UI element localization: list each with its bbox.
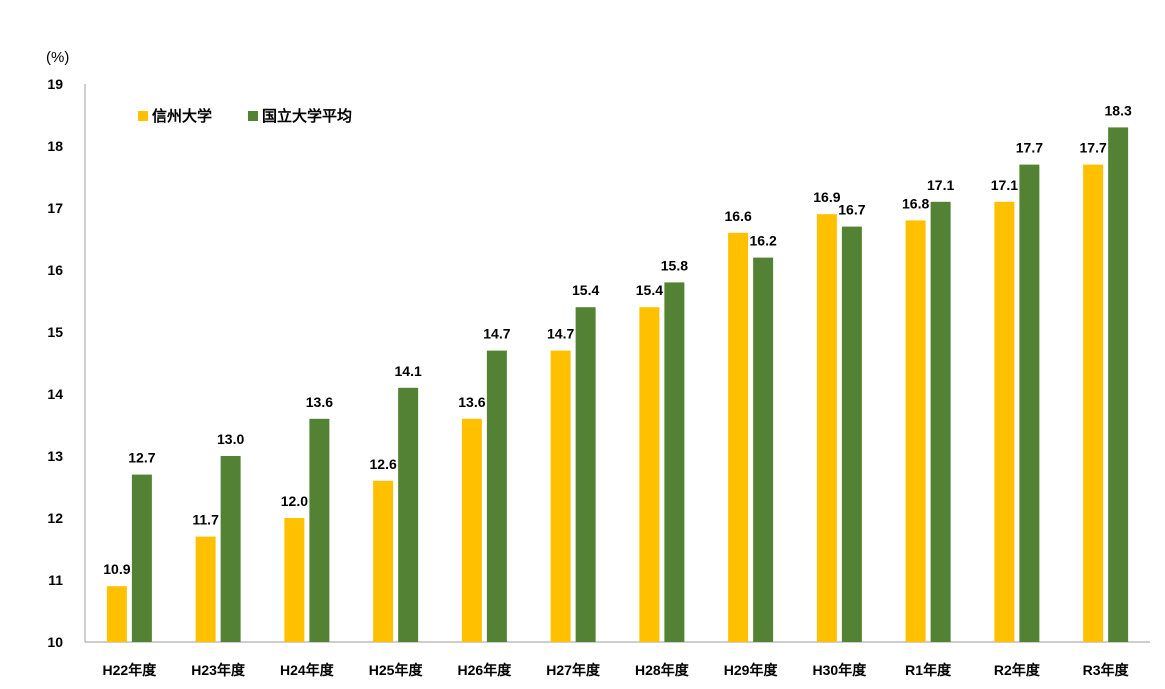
bar-shinshu: [373, 480, 394, 642]
bar-shinshu: [816, 214, 837, 642]
data-label: 14.7: [483, 326, 510, 342]
data-label: 10.9: [103, 561, 130, 577]
bar-national-average: [664, 282, 685, 642]
x-tick-label: H24年度: [280, 662, 335, 678]
x-tick-label: H26年度: [458, 662, 513, 678]
y-tick-label: 13: [47, 448, 63, 464]
x-tick-label: H27年度: [546, 662, 601, 678]
bar-shinshu: [728, 232, 749, 643]
bar-national-average: [1108, 127, 1129, 642]
legend-swatch: [138, 111, 148, 121]
y-axis-unit-label: (%): [46, 49, 69, 66]
bar-shinshu: [284, 518, 305, 642]
data-label: 13.6: [306, 394, 333, 410]
bar-national-average: [131, 474, 152, 642]
bar-national-average: [220, 456, 241, 642]
data-label: 17.7: [1016, 140, 1043, 156]
y-tick-label: 15: [47, 324, 63, 340]
bar-national-average: [930, 201, 951, 643]
data-label: 16.9: [813, 189, 840, 205]
x-tick-label: R2年度: [994, 662, 1041, 678]
x-tick-label: H22年度: [103, 662, 158, 678]
bar-shinshu: [106, 586, 127, 642]
data-label: 17.1: [927, 177, 954, 193]
x-tick-label: R3年度: [1083, 662, 1130, 678]
bar-shinshu: [1083, 164, 1104, 642]
x-tick-label: R1年度: [905, 662, 952, 678]
legend: 信州大学 国立大学平均: [138, 107, 352, 125]
y-tick-label: 17: [47, 200, 63, 216]
x-tick-label: H28年度: [635, 662, 690, 678]
bar-shinshu: [994, 201, 1015, 643]
data-label: 12.6: [370, 456, 397, 472]
y-tick-label: 14: [47, 386, 63, 402]
bars: [106, 127, 1129, 643]
data-label: 13.0: [217, 431, 244, 447]
data-label: 16.7: [838, 202, 865, 218]
data-label: 14.1: [395, 363, 422, 379]
legend-swatch: [248, 111, 258, 121]
data-label: 18.3: [1105, 102, 1132, 118]
data-label: 16.6: [725, 208, 752, 224]
bar-national-average: [575, 307, 596, 642]
data-label: 12.0: [281, 493, 308, 509]
x-tick-label: H25年度: [369, 662, 424, 678]
y-tick-label: 19: [47, 76, 63, 92]
x-tick-label: H30年度: [813, 662, 868, 678]
data-label: 13.6: [458, 394, 485, 410]
data-label: 15.8: [661, 257, 688, 273]
x-tick-label: H23年度: [191, 662, 246, 678]
y-tick-label: 11: [48, 572, 63, 588]
bar-national-average: [841, 226, 862, 642]
bar-national-average: [309, 418, 330, 642]
y-tick-label: 16: [47, 262, 63, 278]
bar-national-average: [398, 387, 419, 642]
data-label: 12.7: [128, 450, 155, 466]
bar-shinshu: [461, 418, 482, 642]
data-label: 16.2: [750, 233, 777, 249]
axes: 10 11 12 13 14 15 16 17 18 19 H22年度 H23年度 H24年度 H25年度…: [47, 76, 1150, 678]
bar-shinshu: [550, 350, 571, 642]
y-tick-label: 12: [47, 510, 63, 526]
x-tick-label: H29年度: [724, 662, 779, 678]
data-label: 11.7: [192, 512, 219, 528]
bar-national-average: [486, 350, 507, 642]
data-label: 15.4: [572, 282, 599, 298]
data-label: 16.8: [902, 195, 929, 211]
y-tick-label: 18: [47, 138, 63, 154]
data-label: 15.4: [636, 282, 663, 298]
data-labels: 10.9 11.7 12.0 12.6 13.6 14.7 15.4 16.6 16.9 16.8…: [103, 102, 1132, 577]
bar-shinshu: [905, 220, 926, 642]
data-label: 14.7: [547, 326, 574, 342]
data-label: 17.7: [1080, 140, 1107, 156]
y-tick-label: 10: [47, 634, 63, 650]
bar-national-average: [753, 257, 774, 642]
bar-shinshu: [639, 307, 660, 642]
legend-label: 信州大学: [152, 107, 212, 125]
data-label: 17.1: [991, 177, 1018, 193]
legend-label: 国立大学平均: [262, 107, 352, 125]
bar-shinshu: [195, 536, 216, 642]
bar-national-average: [1019, 164, 1040, 642]
